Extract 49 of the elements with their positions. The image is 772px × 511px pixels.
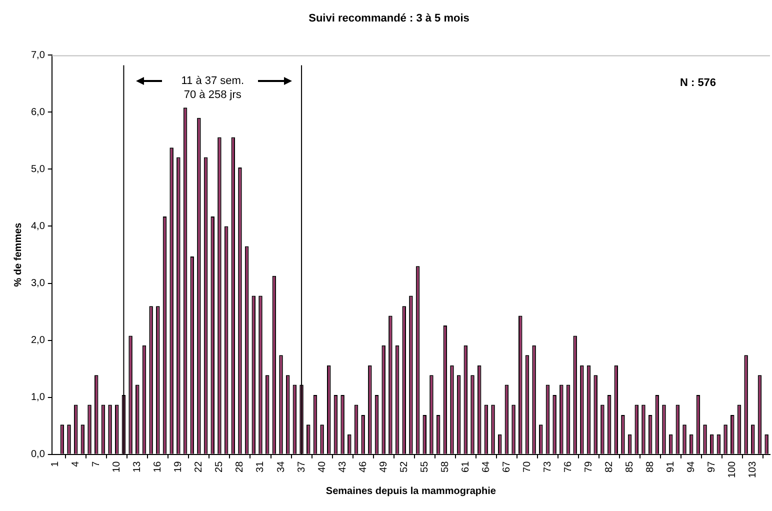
x-tick-label: 28 (234, 460, 246, 472)
x-tick-label: 49 (378, 460, 390, 472)
annotation: 70 à 258 jrs (184, 89, 242, 102)
x-axis-title: Semaines depuis la mammographie (326, 486, 496, 497)
x-tick-label: 46 (358, 460, 369, 472)
x-tick-label: 52 (398, 460, 410, 472)
annotation: N : 576 (680, 77, 716, 90)
x-tick-label: 7 (91, 460, 102, 467)
x-tick-label: 73 (542, 460, 554, 472)
x-tick-label: 100 (727, 460, 738, 478)
x-tick-label: 97 (706, 460, 718, 472)
chart-title: Suivi recommandé : 3 à 5 mois (308, 12, 470, 25)
x-tick-label: 76 (563, 460, 574, 472)
y-tick-label: 0,0 (30, 449, 46, 460)
x-tick-label: 79 (584, 460, 595, 472)
y-tick-label: 3,0 (30, 278, 46, 290)
x-tick-label: 10 (112, 460, 123, 472)
x-tick-label: 25 (214, 460, 226, 472)
x-tick-label: 19 (173, 460, 184, 472)
x-tick-label: 70 (522, 460, 533, 472)
y-tick-label: 4,0 (30, 221, 46, 232)
x-tick-label: 31 (255, 460, 266, 472)
y-tick-label: 6,0 (30, 106, 46, 118)
x-tick-label: 40 (316, 460, 328, 472)
x-tick-label: 88 (645, 460, 656, 472)
x-tick-label: 16 (152, 460, 164, 472)
x-tick-label: 82 (604, 460, 616, 472)
x-tick-label: 67 (501, 460, 512, 472)
x-tick-label: 94 (686, 460, 698, 472)
x-tick-label: 91 (666, 460, 677, 472)
y-tick-label: 7,0 (30, 50, 46, 61)
x-tick-label: 22 (194, 460, 205, 472)
y-tick-label: 2,0 (30, 335, 46, 346)
x-tick-label: 103 (748, 460, 759, 478)
x-tick-label: 37 (296, 460, 308, 472)
y-tick-label: 1,0 (30, 392, 46, 404)
y-tick-label: 5,0 (30, 164, 46, 175)
x-tick-label: 4 (70, 460, 82, 467)
x-tick-label: 55 (419, 460, 430, 472)
x-tick-label: 85 (624, 460, 636, 472)
x-tick-label: 13 (132, 460, 144, 472)
x-tick-label: 64 (480, 460, 492, 472)
x-tick-label: 43 (337, 460, 348, 472)
x-tick-label: 34 (276, 460, 287, 472)
x-tick-label: 1 (50, 460, 62, 467)
x-tick-label: 61 (460, 460, 472, 472)
y-axis-title: % de femmes (12, 222, 24, 287)
x-tick-label: 58 (440, 460, 451, 472)
annotation: 11 à 37 sem. (181, 75, 244, 88)
